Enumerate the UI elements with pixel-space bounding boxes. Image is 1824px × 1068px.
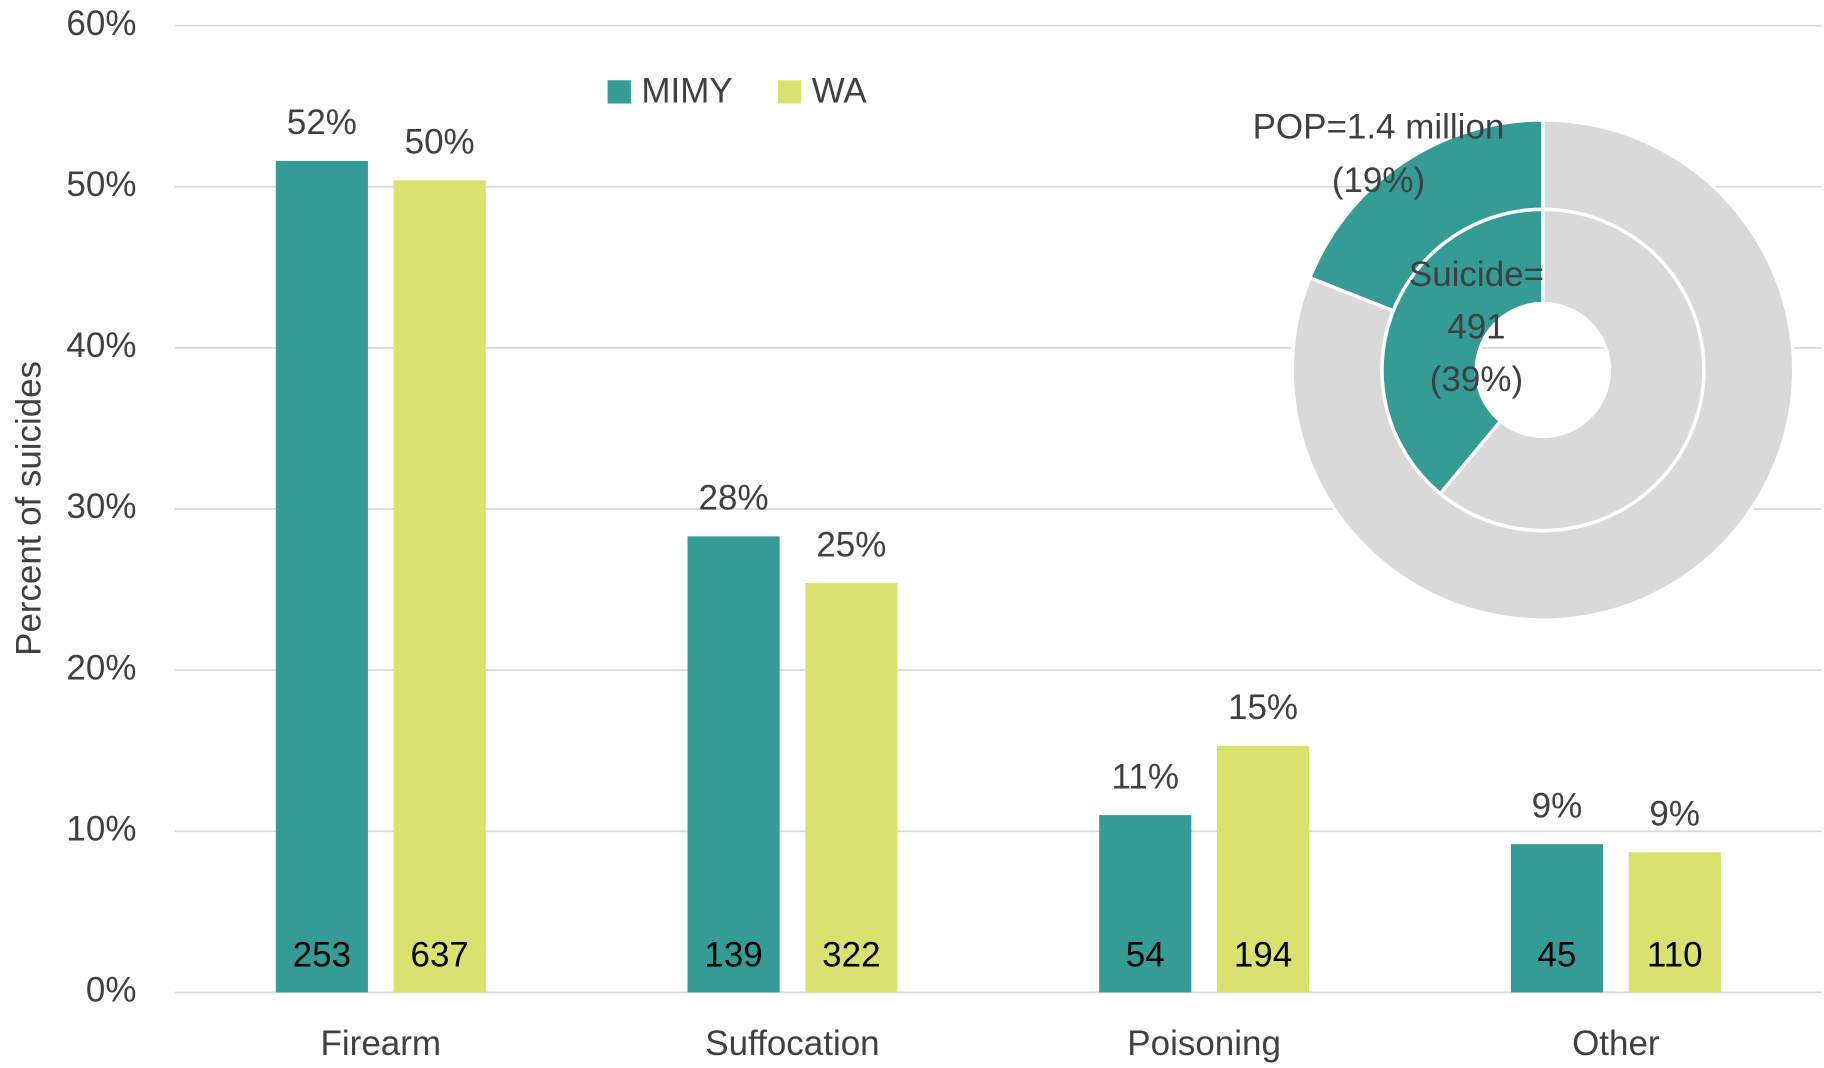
x-tick-label: Firearm <box>321 1024 441 1063</box>
legend-swatch <box>607 80 631 104</box>
legend-swatch <box>777 80 802 104</box>
ring-segment <box>1380 207 1545 497</box>
value-label: 11% <box>1112 757 1179 796</box>
legend-label: MIMY <box>641 71 732 110</box>
value-label: 52% <box>287 103 357 142</box>
bar <box>1628 852 1721 993</box>
bar <box>393 180 486 993</box>
value-label: 50% <box>405 122 475 161</box>
value-label: 15% <box>1228 688 1298 727</box>
ring-label: 491 <box>1447 308 1505 347</box>
legend-label: WA <box>812 71 868 110</box>
y-tick-label: 0% <box>86 971 137 1010</box>
count-label: 322 <box>822 936 880 975</box>
count-label: 54 <box>1126 936 1165 975</box>
ring-remainder <box>1437 207 1706 533</box>
y-tick-label: 20% <box>66 648 136 687</box>
bar <box>1510 844 1603 993</box>
y-axis-label: Percent of suicides <box>10 361 49 656</box>
bar <box>805 583 898 993</box>
count-label: 253 <box>293 936 351 975</box>
count-label: 194 <box>1234 936 1292 975</box>
count-label: 139 <box>704 936 762 975</box>
x-tick-label: Other <box>1572 1024 1660 1063</box>
bar <box>1216 745 1310 993</box>
value-label: 28% <box>699 479 769 518</box>
y-tick-label: 60% <box>66 4 136 43</box>
bar <box>1099 815 1192 993</box>
ring-label: (19%) <box>1332 161 1425 200</box>
y-tick-label: 50% <box>66 165 136 204</box>
y-tick-label: 10% <box>66 810 136 849</box>
value-label: 25% <box>816 525 886 564</box>
y-tick-label: 30% <box>66 487 136 526</box>
ring-label: (39%) <box>1430 360 1523 399</box>
count-label: 637 <box>410 936 468 975</box>
value-label: 9% <box>1649 794 1700 833</box>
value-label: 9% <box>1532 786 1583 825</box>
ring-label: POP=1.4 million <box>1253 107 1505 146</box>
count-label: 45 <box>1537 936 1576 975</box>
bar <box>275 160 368 993</box>
ring-label: Suicide= <box>1409 255 1544 294</box>
y-tick-label: 40% <box>66 326 136 365</box>
x-tick-label: Poisoning <box>1127 1024 1281 1063</box>
x-tick-label: Suffocation <box>705 1024 879 1063</box>
count-label: 110 <box>1647 936 1703 975</box>
bar <box>687 536 780 993</box>
